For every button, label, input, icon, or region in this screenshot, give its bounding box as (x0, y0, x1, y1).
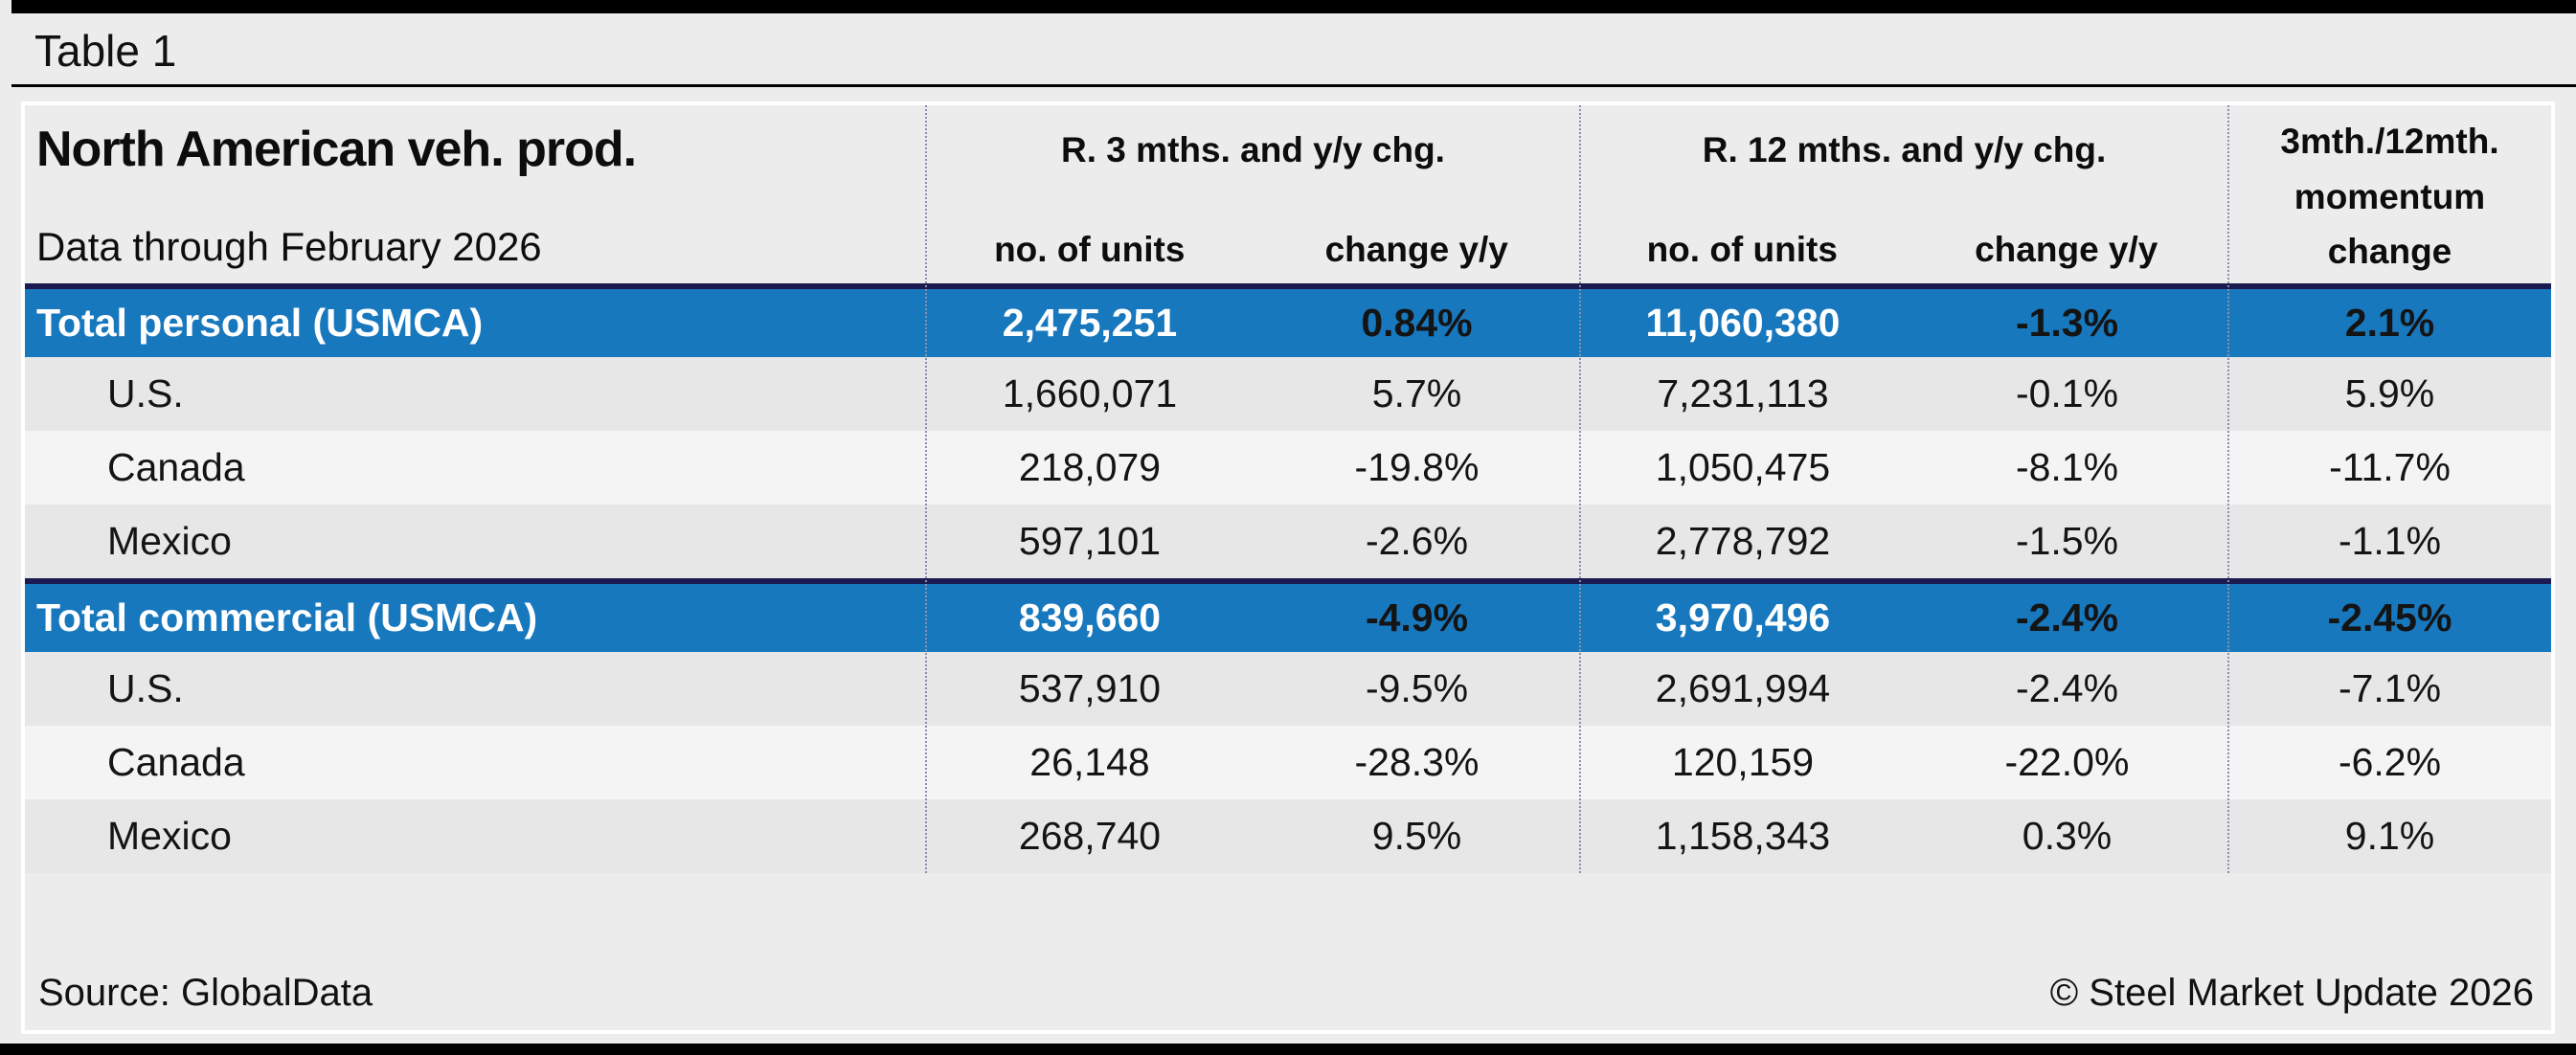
data-table: North American veh. prod. Data through F… (21, 101, 2555, 1034)
units-3mo: 2,475,251 (1002, 301, 1178, 345)
change-3mo: 5.7% (1371, 371, 1462, 415)
change-3mo: -19.8% (1354, 445, 1480, 489)
table-header: North American veh. prod. Data through F… (25, 105, 2551, 283)
change-12mo: -1.3% (2015, 301, 2119, 345)
sub-col-header-units: no. of units (1646, 230, 1838, 269)
row-label: Mexico (107, 519, 232, 563)
momentum-header-line1: 3mth./12mth. (2280, 122, 2499, 161)
momentum-change: -11.7% (2329, 445, 2451, 489)
change-3mo: -4.9% (1365, 595, 1469, 640)
source-credit: Source: GlobalData (38, 972, 373, 1014)
table-row-total-personal: Total personal (USMCA) 2,475,251 0.84% 1… (25, 283, 2551, 357)
col-group-12mo-label: R. 12 mths. and y/y chg. (1702, 130, 2107, 169)
tag-rule (11, 84, 2576, 87)
momentum-change: 5.9% (2344, 371, 2435, 415)
momentum-change: -1.1% (2338, 519, 2442, 563)
units-3mo: 597,101 (1018, 519, 1162, 563)
momentum-change: -6.2% (2338, 740, 2442, 784)
change-3mo: 9.5% (1371, 814, 1462, 858)
sub-col-header-change: change y/y (1975, 230, 2158, 269)
change-12mo: -8.1% (2015, 445, 2119, 489)
units-12mo: 2,691,994 (1655, 666, 1831, 710)
units-12mo: 3,970,496 (1655, 595, 1831, 640)
units-12mo: 120,159 (1671, 740, 1815, 784)
units-3mo: 218,079 (1018, 445, 1162, 489)
change-12mo: -2.4% (2015, 595, 2119, 640)
subtitle: Data through February 2026 (36, 224, 542, 269)
change-3mo: 0.84% (1361, 301, 1473, 345)
units-3mo: 268,740 (1018, 814, 1162, 858)
units-12mo: 7,231,113 (1657, 371, 1829, 415)
row-label: Canada (107, 445, 245, 489)
col-group-3mo: R. 3 mths. and y/y chg. no. of units cha… (926, 105, 1580, 283)
change-3mo: -28.3% (1354, 740, 1480, 784)
momentum-change: -2.45% (2327, 595, 2452, 640)
momentum-change: 9.1% (2344, 814, 2435, 858)
row-label: Total commercial (USMCA) (36, 595, 538, 640)
units-12mo: 1,050,475 (1655, 445, 1831, 489)
col-group-12mo-sublabels: no. of units change y/y (1580, 230, 2228, 270)
change-12mo: -2.4% (2015, 666, 2119, 710)
units-3mo: 1,660,071 (1002, 371, 1178, 415)
units-12mo: 1,158,343 (1655, 814, 1831, 858)
top-black-bar (11, 0, 2576, 13)
title-cell: North American veh. prod. Data through F… (25, 105, 926, 283)
column-divider (2227, 105, 2229, 873)
sub-col-header-change: change y/y (1324, 230, 1508, 269)
change-12mo: -0.1% (2015, 371, 2119, 415)
row-label: Total personal (USMCA) (36, 301, 484, 345)
momentum-change: -7.1% (2338, 666, 2442, 710)
table-row-commercial-us: U.S. 537,910 -9.5% 2,691,994 -2.4% -7.1% (25, 652, 2551, 726)
col-momentum-header: 3mth./12mth. momentum change (2228, 105, 2551, 283)
sub-col-header-units: no. of units (994, 230, 1186, 269)
table-tag: Table 1 (34, 26, 177, 76)
momentum-header-line3: change (2327, 232, 2452, 272)
momentum-change: 2.1% (2344, 301, 2435, 345)
row-label: U.S. (107, 371, 184, 415)
momentum-header-line2: momentum (2294, 176, 2486, 216)
units-12mo: 11,060,380 (1645, 301, 1841, 345)
units-3mo: 26,148 (1029, 740, 1150, 784)
bottom-black-bar (0, 1044, 2576, 1055)
row-label: U.S. (107, 666, 184, 710)
table-row-commercial-canada: Canada 26,148 -28.3% 120,159 -22.0% -6.2… (25, 726, 2551, 799)
table-row-personal-us: U.S. 1,660,071 5.7% 7,231,113 -0.1% 5.9% (25, 357, 2551, 431)
table-row-total-commercial: Total commercial (USMCA) 839,660 -4.9% 3… (25, 578, 2551, 652)
change-12mo: -22.0% (2004, 740, 2130, 784)
row-label: Canada (107, 740, 245, 784)
units-12mo: 2,778,792 (1655, 519, 1831, 563)
row-label: Mexico (107, 814, 232, 858)
column-divider (1579, 105, 1581, 873)
change-12mo: 0.3% (2022, 814, 2113, 858)
col-group-12mo: R. 12 mths. and y/y chg. no. of units ch… (1580, 105, 2228, 283)
table-row-personal-canada: Canada 218,079 -19.8% 1,050,475 -8.1% -1… (25, 431, 2551, 505)
units-3mo: 839,660 (1018, 595, 1162, 640)
change-3mo: -9.5% (1365, 666, 1469, 710)
main-title: North American veh. prod. (36, 122, 637, 177)
col-group-3mo-sublabels: no. of units change y/y (926, 230, 1580, 270)
table-row-commercial-mexico: Mexico 268,740 9.5% 1,158,343 0.3% 9.1% (25, 799, 2551, 873)
change-3mo: -2.6% (1365, 519, 1469, 563)
units-3mo: 537,910 (1018, 666, 1162, 710)
column-divider (925, 105, 927, 873)
table-row-personal-mexico: Mexico 597,101 -2.6% 2,778,792 -1.5% -1.… (25, 505, 2551, 578)
col-group-3mo-label: R. 3 mths. and y/y chg. (1061, 130, 1445, 169)
change-12mo: -1.5% (2015, 519, 2119, 563)
copyright-credit: © Steel Market Update 2026 (2049, 972, 2534, 1014)
